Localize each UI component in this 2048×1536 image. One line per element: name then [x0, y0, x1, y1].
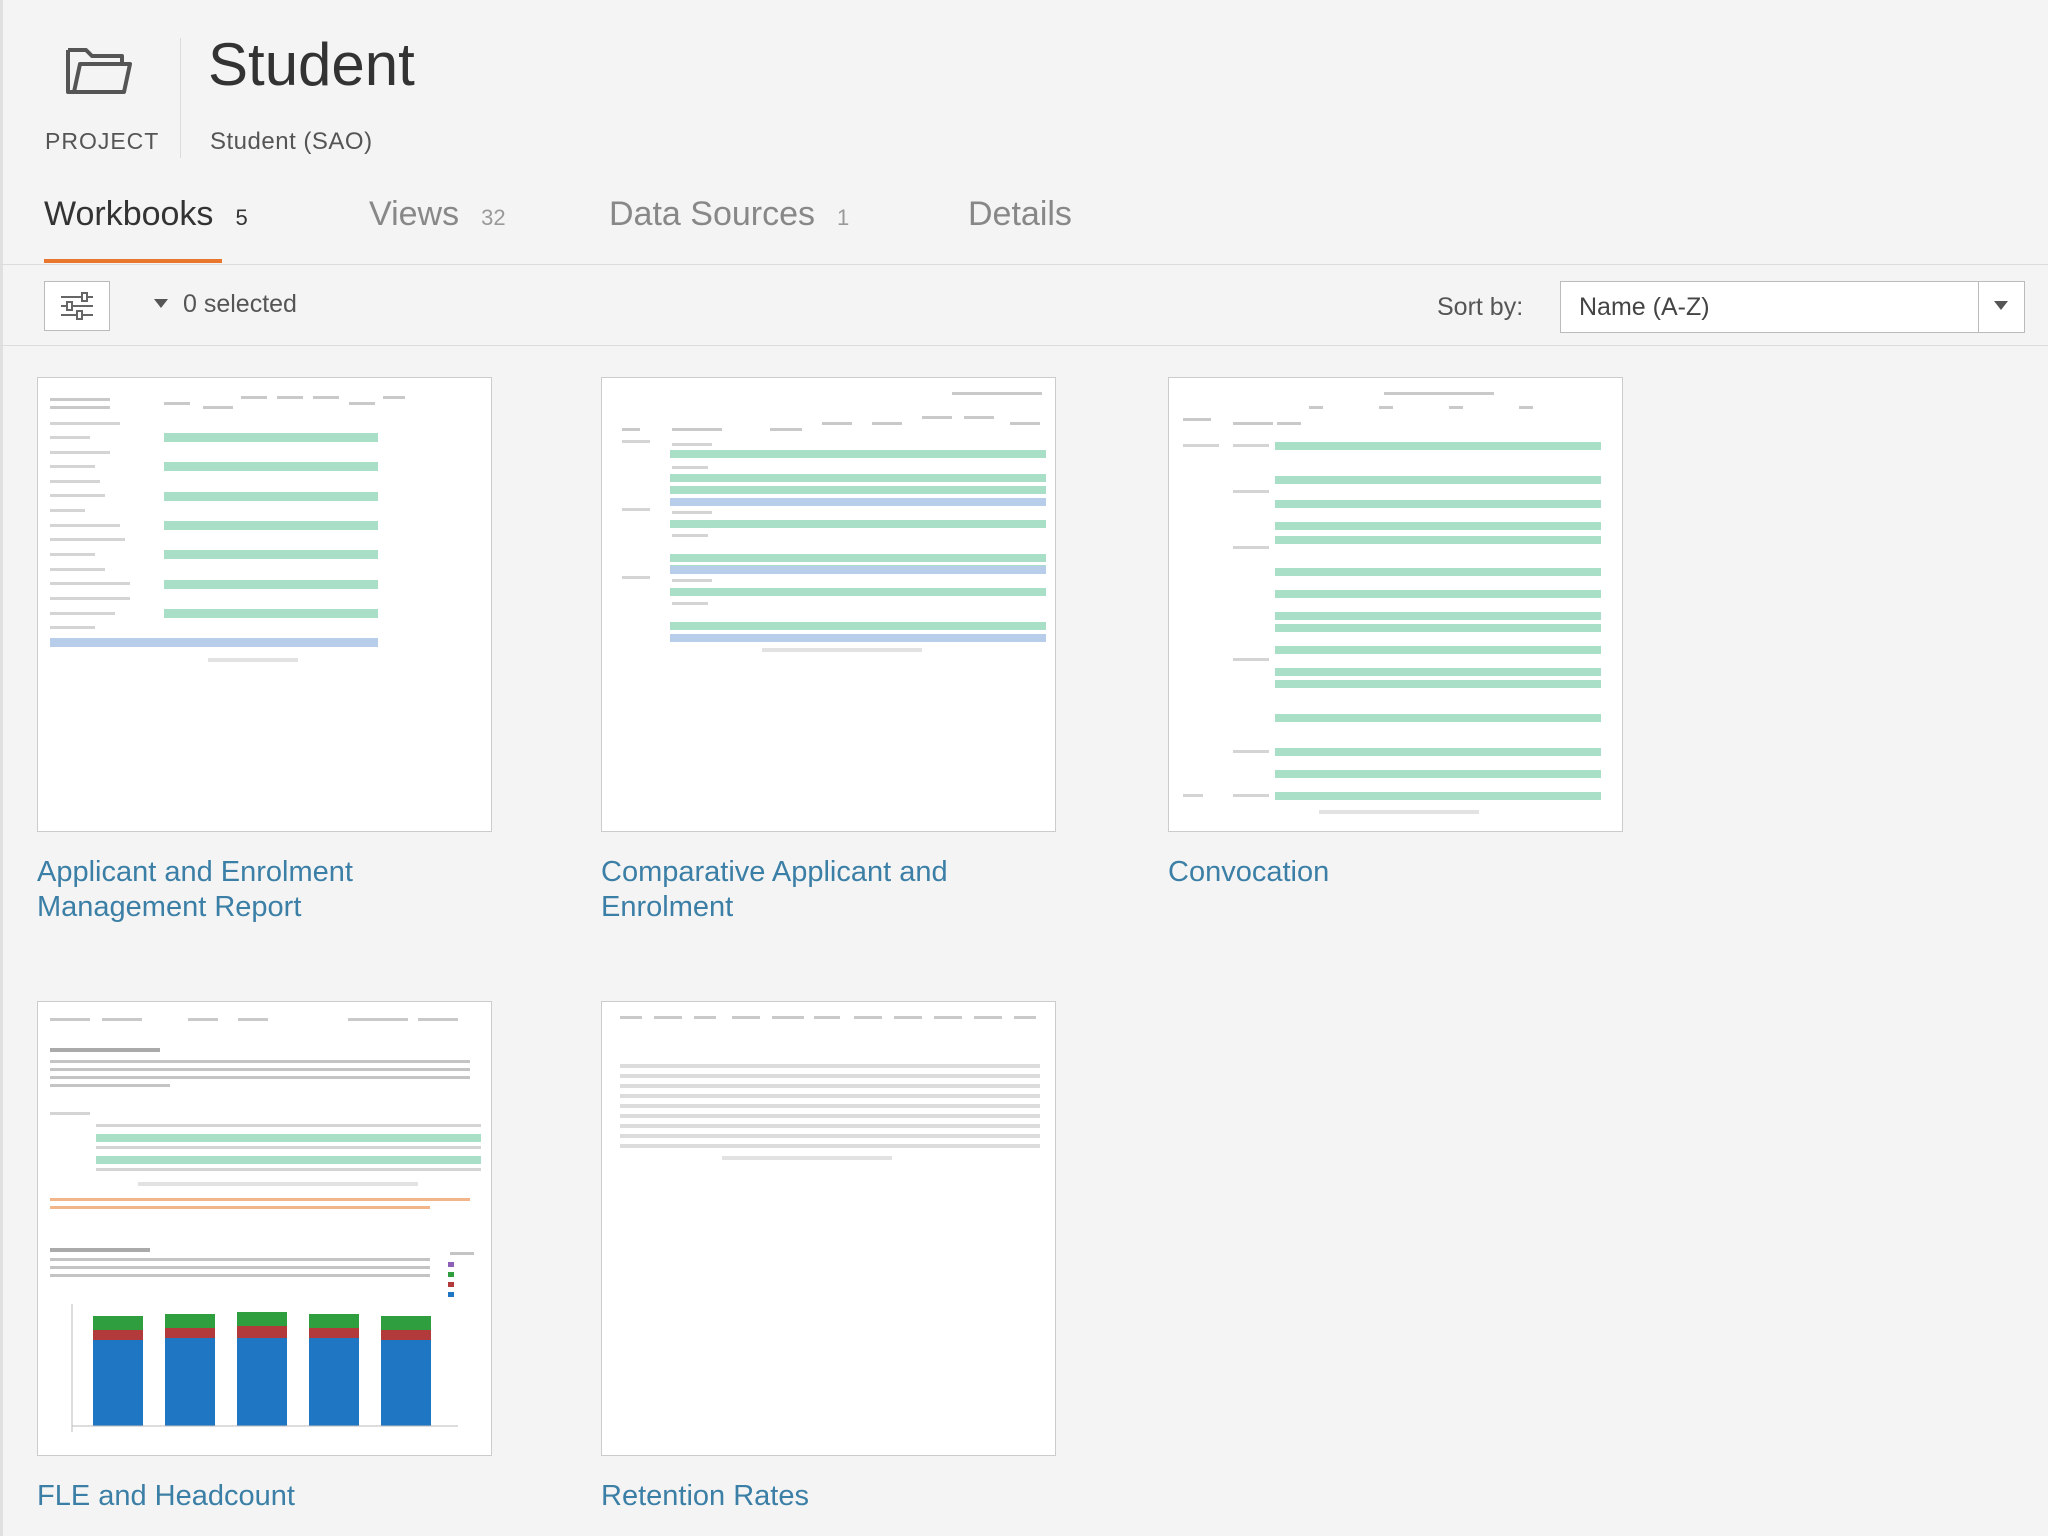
tab-views-label: Views: [369, 195, 460, 233]
tab-data-sources[interactable]: Data Sources 1: [609, 195, 849, 253]
thumbnail-dashboard-preview: [50, 1018, 481, 1432]
workbook-title-link[interactable]: Comparative Applicant and Enrolment: [601, 856, 948, 923]
filter-button[interactable]: [44, 281, 110, 331]
selected-count: 0 selected: [183, 290, 297, 318]
window-left-edge: [0, 0, 3, 1536]
tab-workbooks-label: Workbooks: [44, 195, 214, 233]
workbook-title-link[interactable]: Applicant and Enrolment Management Repor…: [37, 856, 353, 923]
thumbnail-table-preview: [1183, 392, 1601, 814]
tab-workbooks[interactable]: Workbooks 5: [44, 195, 248, 253]
workbook-thumbnail[interactable]: [601, 1001, 1056, 1456]
sort-dropdown-arrow[interactable]: [1978, 282, 2024, 332]
tab-data-sources-count: 1: [837, 205, 850, 230]
active-tab-indicator: [44, 259, 222, 263]
workbook-title-link[interactable]: FLE and Headcount: [37, 1480, 295, 1512]
sort-value: Name (A-Z): [1579, 293, 1710, 321]
tab-views-count: 32: [481, 205, 506, 230]
tab-bar: Workbooks 5 Views 32 Data Sources 1 Details: [0, 185, 2048, 265]
tab-details[interactable]: Details: [968, 195, 1072, 253]
caret-down-icon: [154, 299, 168, 308]
tab-views[interactable]: Views 32: [369, 195, 506, 253]
tab-details-label: Details: [968, 195, 1072, 233]
workbook-thumbnail[interactable]: [1168, 377, 1623, 832]
thumbnail-table-preview: [622, 392, 1046, 652]
sort-dropdown[interactable]: Name (A-Z): [1560, 281, 2025, 333]
workbook-thumbnail[interactable]: [601, 377, 1056, 832]
chevron-down-icon: [1994, 301, 2008, 310]
tab-workbooks-count: 5: [235, 205, 248, 230]
workbook-title-link[interactable]: Convocation: [1168, 856, 1330, 888]
tabs-divider: [0, 264, 2048, 265]
project-header: PROJECT Student Student (SAO): [0, 0, 2048, 185]
project-label: PROJECT: [45, 128, 160, 154]
toolbar: 0 selected Sort by: Name (A-Z): [0, 265, 2048, 345]
tab-data-sources-label: Data Sources: [609, 195, 815, 233]
workbook-thumbnail[interactable]: [37, 377, 492, 832]
page-title: Student: [208, 31, 415, 98]
toolbar-divider: [0, 345, 2048, 346]
project-subtitle: Student (SAO): [210, 128, 373, 155]
folder-icon: [64, 40, 136, 100]
workbook-thumbnail[interactable]: [37, 1001, 492, 1456]
thumbnail-table-preview: [50, 396, 405, 662]
header-divider: [180, 38, 181, 158]
sort-label: Sort by:: [1437, 293, 1524, 321]
thumbnail-table-preview: [620, 1016, 1040, 1160]
workbook-title-link[interactable]: Retention Rates: [601, 1480, 809, 1512]
selection-menu-toggle[interactable]: [154, 293, 168, 314]
sliders-icon: [61, 292, 93, 320]
